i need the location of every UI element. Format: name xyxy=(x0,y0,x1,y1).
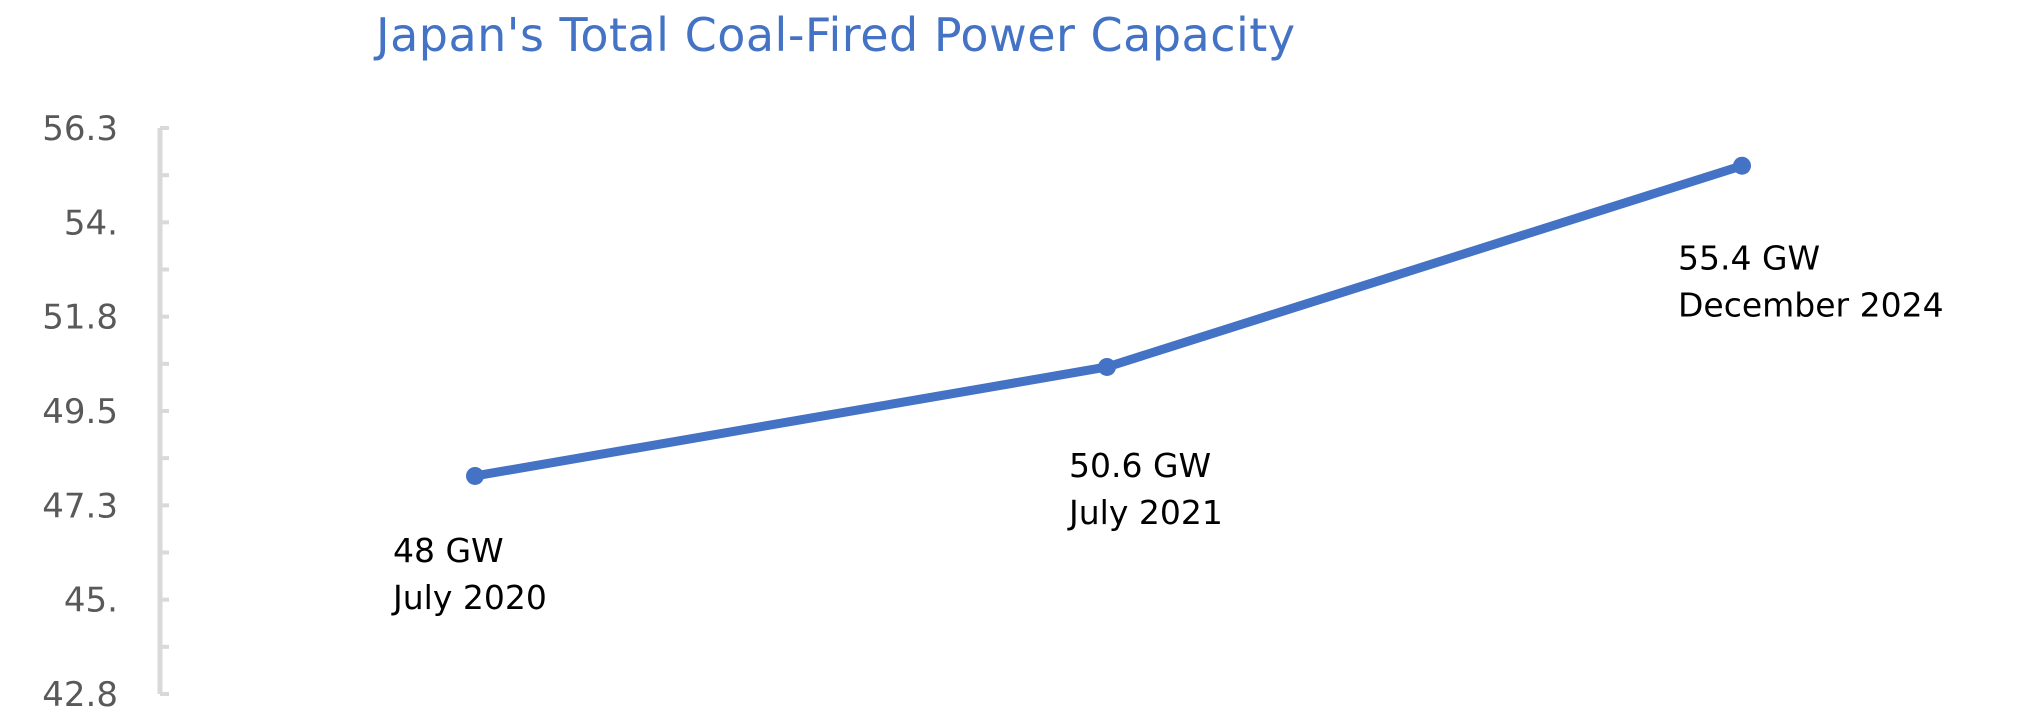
y-tick-label: 56.3 xyxy=(42,109,118,149)
y-axis: 56.3 54. 51.8 49.5 47.3 45. 42.8 xyxy=(42,109,169,715)
data-point-marker xyxy=(466,466,484,485)
y-tick-label: 47.3 xyxy=(42,486,118,526)
data-label-date: July 2021 xyxy=(1067,493,1223,532)
y-tick-label: 42.8 xyxy=(42,675,118,715)
y-tick-label: 45. xyxy=(64,581,118,621)
data-label-value: 55.4 GW xyxy=(1678,239,1820,278)
data-label-date: December 2024 xyxy=(1678,286,1944,325)
data-label-date: July 2020 xyxy=(391,578,547,617)
data-point-marker xyxy=(1098,357,1116,376)
series-line xyxy=(470,161,1747,481)
data-label-value: 50.6 GW xyxy=(1069,446,1211,485)
chart-title: Japan's Total Coal-Fired Power Capacity xyxy=(376,8,1296,62)
y-tick-label: 51.8 xyxy=(42,298,118,338)
y-tick-label: 54. xyxy=(64,203,118,243)
series-line-group xyxy=(466,156,1751,485)
data-label-value: 48 GW xyxy=(393,531,504,570)
data-point-marker xyxy=(1733,156,1751,175)
data-labels: 48 GW July 2020 50.6 GW July 2021 55.4 GW Dec… xyxy=(391,239,1944,617)
y-tick-label: 49.5 xyxy=(42,392,118,432)
